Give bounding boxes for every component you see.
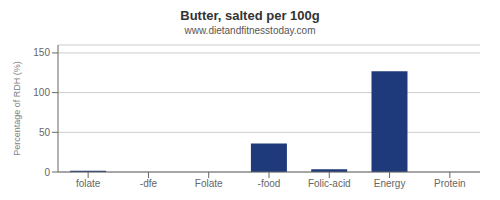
svg-text:-food: -food xyxy=(258,178,281,189)
svg-text:0: 0 xyxy=(44,167,50,178)
svg-text:Energy: Energy xyxy=(374,178,406,189)
svg-text:Percentage of RDH (%): Percentage of RDH (%) xyxy=(12,61,22,156)
svg-text:50: 50 xyxy=(39,127,51,138)
svg-text:150: 150 xyxy=(33,47,50,58)
svg-text:folate: folate xyxy=(76,178,101,189)
svg-text:Protein: Protein xyxy=(434,178,466,189)
svg-text:Folate: Folate xyxy=(195,178,223,189)
svg-text:-dfe: -dfe xyxy=(140,178,158,189)
svg-text:100: 100 xyxy=(33,87,50,98)
html-text:www.dietandfitnesstoday.com: www.dietandfitnesstoday.com xyxy=(184,25,316,36)
html-text:Butter, salted per 100g: Butter, salted per 100g xyxy=(180,8,320,23)
svg-text:Folic-acid: Folic-acid xyxy=(308,178,351,189)
